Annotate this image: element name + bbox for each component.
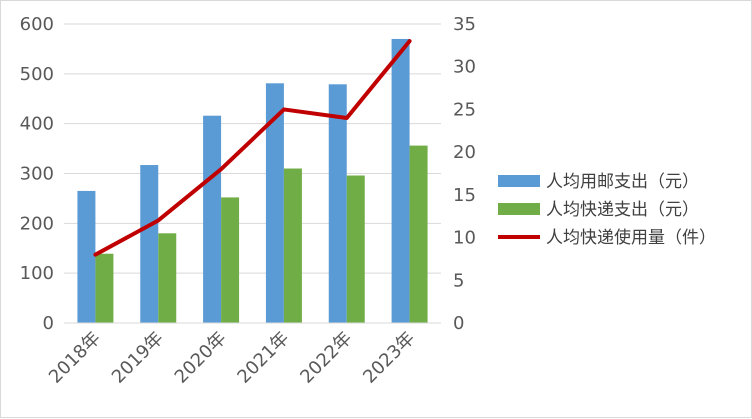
- bar: [158, 233, 177, 323]
- x-tick-label: 2021年: [233, 328, 293, 388]
- y-left-tick-label: 400: [20, 114, 54, 135]
- y-right-tick-label: 10: [453, 228, 476, 249]
- bar: [203, 115, 222, 324]
- bar: [283, 168, 302, 323]
- y-left-tick-label: 200: [20, 213, 54, 234]
- y-right-tick-label: 30: [453, 57, 476, 78]
- bar: [221, 197, 240, 323]
- bar: [409, 145, 428, 323]
- x-tick-label: 2022年: [296, 328, 356, 388]
- y-left-tick-label: 300: [20, 164, 54, 185]
- bar: [95, 253, 114, 323]
- bar: [77, 190, 96, 323]
- bars: [77, 38, 428, 324]
- y-right-tick-label: 25: [453, 99, 476, 120]
- y-left-tick-label: 100: [20, 263, 54, 284]
- bar: [391, 38, 410, 323]
- y-right-tick-label: 35: [453, 14, 476, 35]
- x-tick-label: 2019年: [108, 328, 168, 388]
- y-left-tick-label: 500: [20, 64, 54, 85]
- legend-swatch: [498, 203, 540, 215]
- x-tick-label: 2018年: [45, 328, 105, 388]
- x-tick-label: 2020年: [171, 328, 231, 388]
- bar: [328, 84, 347, 323]
- line-series: [93, 39, 412, 257]
- y-right-tick-label: 20: [453, 142, 476, 163]
- legend-label: 人均快递使用量（件）: [546, 227, 716, 248]
- legend: 人均用邮支出（元） 人均快递支出（元） 人均快递使用量（件）: [498, 172, 716, 248]
- y-left-tick-label: 0: [43, 313, 54, 334]
- y-right-tick-label: 0: [453, 313, 464, 334]
- series-line: [93, 39, 412, 257]
- y-left-tick-label: 600: [20, 14, 54, 35]
- bar: [140, 165, 159, 323]
- legend-label: 人均快递支出（元）: [546, 200, 699, 220]
- y-right-tick-label: 15: [453, 185, 476, 206]
- y-right-tick-label: 5: [453, 270, 464, 291]
- bar: [346, 175, 365, 323]
- gridlines: [64, 23, 441, 324]
- legend-swatch: [498, 175, 540, 187]
- legend-label: 人均用邮支出（元）: [546, 172, 699, 192]
- bar: [265, 83, 284, 323]
- x-tick-label: 2023年: [359, 328, 419, 388]
